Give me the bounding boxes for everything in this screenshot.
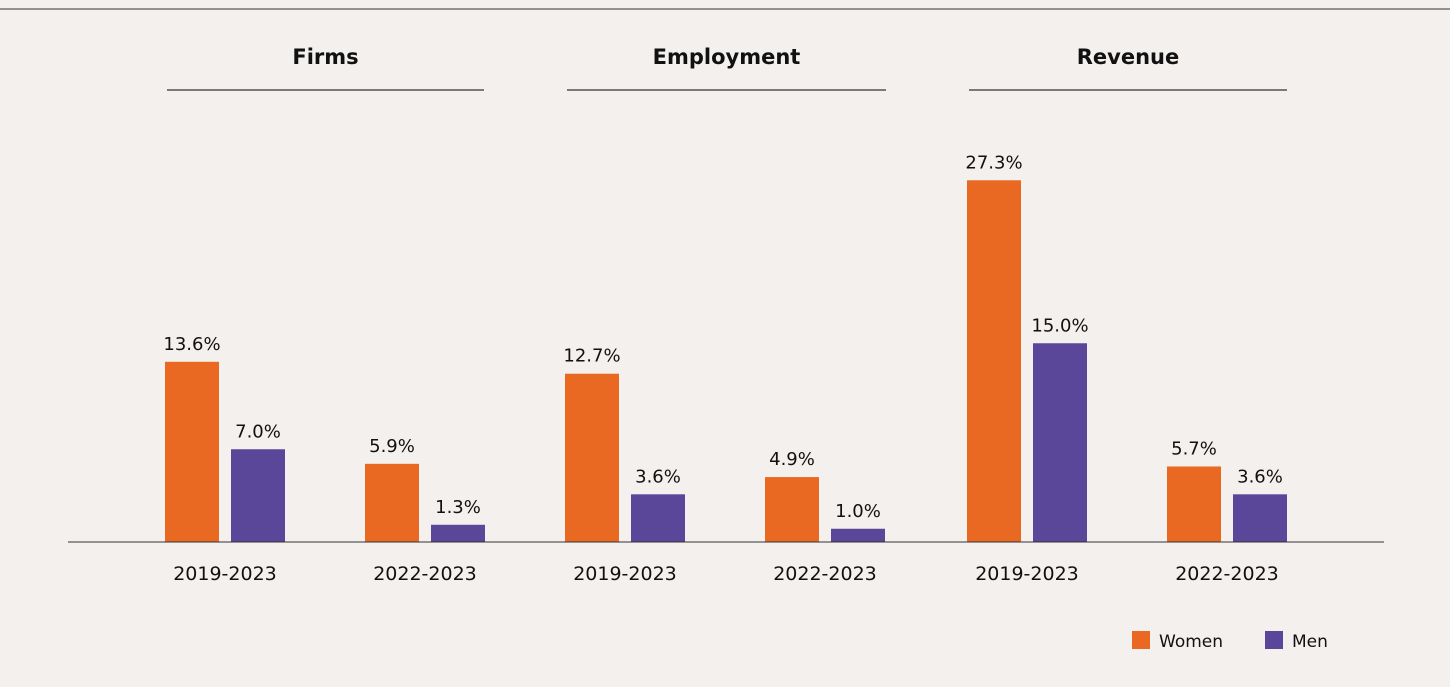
value-label-men-revenue-2022-2023: 3.6% bbox=[1237, 466, 1283, 487]
value-label-men-employment-2019-2023: 3.6% bbox=[635, 466, 681, 487]
value-label-men-employment-2022-2023: 1.0% bbox=[835, 501, 881, 522]
bar-men-employment-2022-2023 bbox=[831, 528, 885, 542]
bar-men-revenue-2022-2023 bbox=[1233, 494, 1287, 542]
bar-women-employment-2022-2023 bbox=[765, 477, 819, 542]
bar-men-firms-2019-2023 bbox=[231, 449, 285, 542]
group-headers: Firms Employment Revenue bbox=[167, 45, 1287, 91]
value-label-men-revenue-2019-2023: 15.0% bbox=[1031, 315, 1088, 336]
bar-women-revenue-2019-2023 bbox=[967, 180, 1021, 542]
value-label-women-employment-2019-2023: 12.7% bbox=[563, 346, 620, 367]
tick-label-revenue-2022-2023: 2022-2023 bbox=[1175, 563, 1279, 585]
tick-label-firms-2022-2023: 2022-2023 bbox=[373, 563, 477, 585]
bar-women-firms-2022-2023 bbox=[365, 463, 419, 542]
bar-men-revenue-2019-2023 bbox=[1033, 343, 1087, 542]
bar-women-employment-2019-2023 bbox=[565, 373, 619, 542]
group-title-firms: Firms bbox=[292, 45, 358, 69]
legend-swatch-men bbox=[1265, 631, 1283, 649]
value-label-women-revenue-2022-2023: 5.7% bbox=[1171, 438, 1217, 459]
legend-label-men: Men bbox=[1292, 632, 1328, 652]
group-title-revenue: Revenue bbox=[1077, 45, 1180, 69]
bar-men-employment-2019-2023 bbox=[631, 494, 685, 542]
tick-label-employment-2019-2023: 2019-2023 bbox=[573, 563, 677, 585]
bar-women-firms-2019-2023 bbox=[165, 361, 219, 542]
legend-swatch-women bbox=[1132, 631, 1150, 649]
bars bbox=[165, 180, 1287, 542]
bar-men-firms-2022-2023 bbox=[431, 524, 485, 542]
tick-label-revenue-2019-2023: 2019-2023 bbox=[975, 563, 1079, 585]
value-label-women-firms-2022-2023: 5.9% bbox=[369, 436, 415, 457]
value-label-women-firms-2019-2023: 13.6% bbox=[163, 334, 220, 355]
value-label-men-firms-2022-2023: 1.3% bbox=[435, 497, 481, 518]
x-tick-labels: 2019-2023 2022-2023 2019-2023 2022-2023 2019… bbox=[173, 563, 1279, 585]
value-label-women-employment-2022-2023: 4.9% bbox=[769, 449, 815, 470]
legend: Women Men bbox=[1132, 631, 1328, 652]
group-title-employment: Employment bbox=[653, 45, 801, 69]
value-labels: 13.6% 7.0% 5.9% 1.3% 12.7% 3.6% 4.9% 1.0% 27.3% 1… bbox=[163, 152, 1282, 521]
legend-label-women: Women bbox=[1159, 632, 1223, 652]
value-label-women-revenue-2019-2023: 27.3% bbox=[965, 152, 1022, 173]
tick-label-firms-2019-2023: 2019-2023 bbox=[173, 563, 277, 585]
tick-label-employment-2022-2023: 2022-2023 bbox=[773, 563, 877, 585]
value-label-men-firms-2019-2023: 7.0% bbox=[235, 421, 281, 442]
bar-women-revenue-2022-2023 bbox=[1167, 466, 1221, 542]
